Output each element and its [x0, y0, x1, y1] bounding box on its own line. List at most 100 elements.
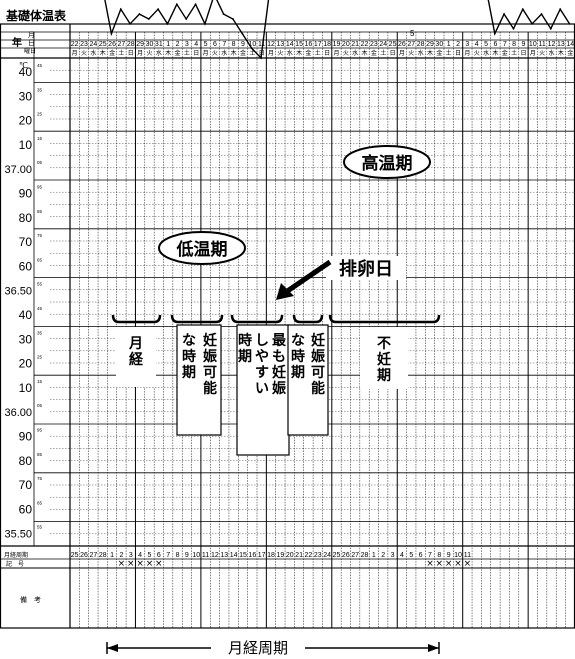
weekday-label: 木: [231, 49, 237, 57]
footer-cycle-day-label: 月経周期: [4, 551, 28, 559]
cycle-day-label: 8: [176, 552, 180, 559]
date-label: 17: [314, 41, 322, 48]
date-label: 15: [295, 41, 303, 48]
cycle-day-label: 12: [211, 552, 219, 559]
cycle-day-label: 26: [342, 552, 350, 559]
bbt-data-point: [222, 13, 225, 15]
cycle-day-label: 4: [400, 552, 404, 559]
date-label: 13: [276, 41, 284, 48]
record-mark: ×: [118, 559, 126, 569]
date-label: 6: [213, 41, 217, 48]
date-label: 23: [370, 41, 378, 48]
y-tick-label: 90: [19, 430, 33, 444]
ovulation-arrow: [284, 259, 332, 295]
y-minor-tick-label: 45: [37, 306, 43, 311]
weekday-label: 木: [427, 49, 433, 57]
cycle-day-label: 1: [372, 552, 376, 559]
cycle-day-label: 28: [361, 552, 369, 559]
y-tick-label: 90: [19, 187, 33, 201]
y-tick-label: 10: [19, 381, 33, 395]
weekday-label: 土: [446, 49, 452, 57]
weekday-label: 水: [418, 49, 424, 57]
y-minor-tick-label: 15: [37, 379, 43, 384]
high-phase-label: 高温期: [362, 153, 413, 174]
bbt-data-point: [568, 22, 571, 25]
y-minor-tick-label: 15: [37, 136, 43, 141]
bbt-data-point: [185, 18, 188, 20]
weekday-label: 金: [305, 49, 311, 57]
date-label: 13: [557, 41, 565, 48]
cycle-day-label: 6: [157, 552, 161, 559]
date-label: 4: [475, 41, 479, 48]
high-phase-callout: 高温期: [343, 145, 431, 179]
y-minor-tick-label: 05: [37, 160, 43, 165]
date-label: 3: [465, 41, 469, 48]
date-label: 26: [398, 41, 406, 48]
year-label: 年: [12, 36, 22, 49]
weekday-label: 木: [296, 49, 302, 57]
footer-record-label: 記 号: [6, 560, 24, 568]
date-label: 18: [323, 41, 331, 48]
bbt-data-point: [503, 13, 505, 15]
date-label: 10: [529, 41, 537, 48]
cycle-day-label: 1: [110, 552, 114, 559]
weekday-label: 木: [100, 49, 106, 57]
record-mark: ×: [146, 559, 154, 569]
cycle-day-label: 26: [80, 552, 88, 559]
cycle-day-label: 17: [258, 552, 266, 559]
ovulation-label: 排卵日: [339, 258, 393, 280]
date-label: 3: [185, 41, 189, 48]
date-label: 1: [447, 41, 451, 48]
weekday-label: 火: [343, 50, 349, 57]
cycle-day-label: 23: [314, 552, 322, 559]
y-tick-label: 36.50: [4, 286, 32, 298]
period-bracket: [230, 314, 284, 324]
cycle-day-label: 25: [333, 552, 341, 559]
cycle-day-label: 11: [464, 552, 471, 559]
period-fertile-2-label: 妊娠可能な時期: [291, 332, 326, 397]
date-label: 29: [426, 41, 434, 48]
period-bracket: [170, 314, 224, 324]
period-bracket: [111, 314, 162, 324]
period-bracket: [292, 314, 324, 324]
date-label: 27: [407, 41, 415, 48]
weekday-label: 水: [549, 49, 555, 57]
weekday-label: 月: [72, 50, 78, 57]
bbt-data-point: [521, 8, 524, 11]
y-minor-tick-label: 55: [37, 525, 43, 530]
month-label: 月: [28, 31, 35, 39]
period-most-fertile-box: 最も妊娠しやすい時期: [236, 324, 290, 456]
date-label: 31: [155, 41, 163, 48]
cycle-day-label: 3: [391, 552, 395, 559]
record-mark: ×: [445, 559, 453, 569]
weekday-label: 曜日: [24, 48, 36, 55]
cycle-day-label: 15: [239, 552, 247, 559]
month-marker: 5: [410, 29, 415, 38]
weekday-label: 水: [221, 49, 227, 57]
date-label: 6: [493, 41, 497, 48]
period-fertile-2-box: 妊娠可能な時期: [287, 324, 329, 436]
cycle-day-label: 10: [192, 552, 200, 559]
y-tick-label: 20: [19, 357, 33, 371]
period-most-fertile-label: 最も妊娠しやすい時期: [238, 332, 287, 397]
date-label: 9: [241, 41, 245, 48]
bbt-data-point: [119, 8, 122, 11]
bbt-data-point: [157, 8, 160, 11]
cycle-day-label: 8: [437, 552, 441, 559]
weekday-label: 水: [90, 49, 96, 57]
weekday-label: 火: [539, 50, 545, 57]
period-menstruation-label: 月経: [128, 336, 144, 368]
date-label: 22: [361, 41, 369, 48]
y-minor-tick-label: 05: [37, 403, 43, 408]
weekday-label: 月: [399, 50, 405, 57]
date-label: 25: [389, 41, 397, 48]
bbt-data-point: [512, 27, 515, 30]
weekday-label: 日: [128, 50, 134, 57]
date-label: 7: [222, 41, 226, 48]
weekday-label: 日: [324, 50, 330, 57]
low-phase-label: 低温期: [176, 239, 228, 260]
low-phase-callout: 低温期: [158, 231, 246, 265]
weekday-label: 月: [464, 50, 470, 57]
weekday-label: 火: [81, 50, 87, 57]
y-tick-label: 37.00: [4, 164, 32, 176]
